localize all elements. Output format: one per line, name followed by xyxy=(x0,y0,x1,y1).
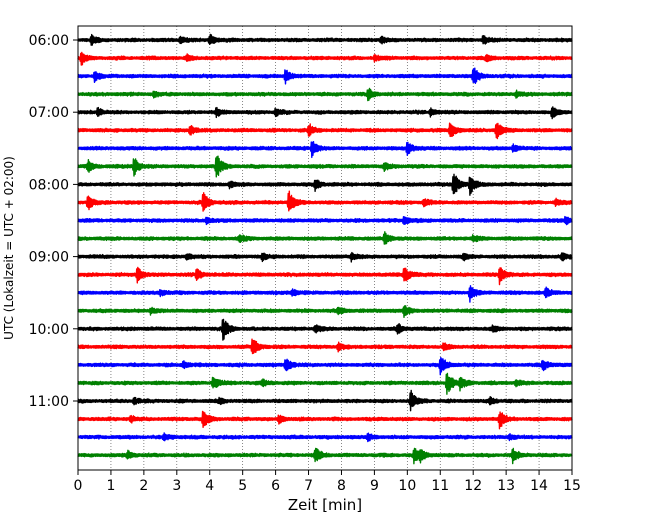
x-tick-label: 2 xyxy=(139,478,148,494)
trace-1000 xyxy=(77,318,573,341)
trace-0700 xyxy=(77,106,573,120)
y-tick-label: 10:00 xyxy=(29,322,69,338)
trace-1115 xyxy=(77,410,573,430)
vertical-gridlines xyxy=(110,26,540,470)
y-tick-label: 08:00 xyxy=(29,177,69,193)
x-tick-label: 12 xyxy=(464,478,482,494)
x-tick-label: 7 xyxy=(304,478,313,494)
trace-0645 xyxy=(77,87,573,102)
y-axis-ticks: 06:00 07:00 08:00 09:00 10:00 11:00 xyxy=(29,33,78,410)
trace-1015 xyxy=(77,338,573,355)
trace-0830 xyxy=(77,215,573,226)
x-tick-label: 13 xyxy=(497,478,515,494)
trace-0600 xyxy=(77,33,573,46)
x-axis-ticks: 0 1 2 3 4 5 6 7 8 9 10 11 12 13 14 15 xyxy=(74,470,581,494)
y-tick-label: 06:00 xyxy=(29,33,69,49)
seismic-traces xyxy=(77,33,573,465)
x-tick-label: 11 xyxy=(431,478,449,494)
x-tick-label: 10 xyxy=(398,478,416,494)
trace-0915 xyxy=(77,266,573,286)
x-tick-label: 1 xyxy=(106,478,115,494)
trace-0615 xyxy=(77,51,573,66)
trace-0715 xyxy=(77,122,573,140)
plot-background xyxy=(78,26,572,470)
trace-1145 xyxy=(77,447,573,465)
trace-1030 xyxy=(77,356,573,376)
x-tick-label: 6 xyxy=(271,478,280,494)
x-tick-label: 3 xyxy=(172,478,181,494)
trace-0630 xyxy=(77,67,573,85)
x-tick-label: 15 xyxy=(563,478,581,494)
plot-frame xyxy=(77,25,573,471)
trace-0800 xyxy=(77,173,573,196)
trace-0845 xyxy=(77,231,573,245)
trace-0730 xyxy=(77,141,573,159)
trace-0930 xyxy=(77,285,573,303)
trace-0900 xyxy=(77,251,573,263)
trace-1130 xyxy=(77,432,573,443)
trace-1100 xyxy=(77,389,573,412)
trace-0745 xyxy=(77,155,573,178)
x-axis-label: Zeit [min] xyxy=(288,496,362,514)
x-tick-label: 8 xyxy=(337,478,346,494)
x-tick-label: 5 xyxy=(238,478,247,494)
trace-0815 xyxy=(77,190,573,212)
y-tick-label: 11:00 xyxy=(29,394,69,410)
y-axis-label: UTC (Lokalzeit = UTC + 02:00) xyxy=(2,156,16,340)
x-tick-label: 0 xyxy=(74,478,83,494)
y-tick-label: 07:00 xyxy=(29,105,69,121)
x-tick-label: 4 xyxy=(205,478,214,494)
trace-1045 xyxy=(77,372,573,395)
trace-0945 xyxy=(77,305,573,318)
y-tick-label: 09:00 xyxy=(29,250,69,266)
x-tick-label: 9 xyxy=(370,478,379,494)
x-tick-label: 14 xyxy=(530,478,548,494)
